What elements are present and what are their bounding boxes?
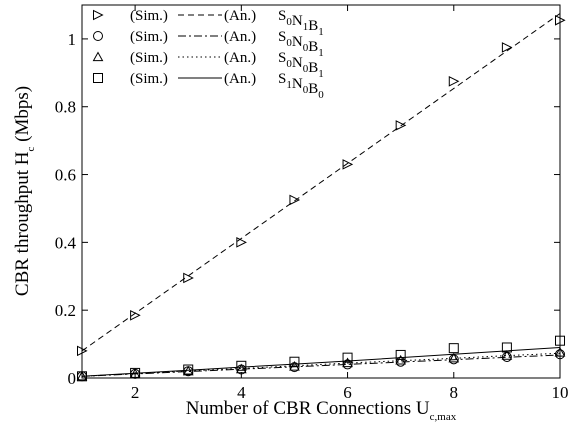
sim-point-series-4 <box>236 360 247 371</box>
sim-point-series-4 <box>130 367 141 378</box>
sim-point-series-4 <box>501 342 512 353</box>
sim-point-series-1 <box>395 120 407 131</box>
legend-name-4: S1N0B0 <box>278 71 324 101</box>
x-axis-label-main: Number of CBR Connections U <box>186 398 430 419</box>
x-tick-label: 8 <box>450 383 459 402</box>
sim-point-series-4 <box>342 352 353 363</box>
analytic-line-series-1 <box>81 13 561 352</box>
legend-name-subscript: 0 <box>303 63 309 75</box>
legend-name-subscript: 0 <box>303 84 309 96</box>
legend-name-letter: S <box>278 50 286 66</box>
sim-point-series-3 <box>448 352 460 363</box>
legend-name-subscript: 0 <box>286 58 292 70</box>
sim-point-series-3 <box>182 365 194 376</box>
y-tick-label: 0.4 <box>55 233 77 252</box>
legend-name-2: S0N0B1 <box>278 29 324 59</box>
legend-marker-2 <box>93 31 103 41</box>
legend-name-letter: N <box>292 13 303 29</box>
legend-name-subscript: 0 <box>303 42 309 54</box>
y-tick-label: 0 <box>68 369 77 388</box>
analytic-line-series-4 <box>81 346 561 377</box>
legend-an-label-1: (An.) <box>224 8 256 24</box>
legend-name-3: S0N0B1 <box>278 50 324 80</box>
legend-name-subscript: 0 <box>286 37 292 49</box>
sim-point-series-4 <box>395 349 406 360</box>
legend-marker-3 <box>92 51 104 62</box>
legend-an-label-4: (An.) <box>224 71 256 87</box>
legend-name-subscript: 0 <box>286 16 292 28</box>
legend-marker-4 <box>93 73 103 83</box>
sim-point-series-2 <box>555 349 565 360</box>
sim-point-series-2 <box>395 356 406 367</box>
y-tick-label: 0.6 <box>55 166 76 185</box>
legend: (Sim.) (An.) S0N1B1(Sim.) (An.) S0N0B1(Sim.)… <box>92 8 324 101</box>
analytic-line-series-3 <box>81 352 561 377</box>
sim-point-series-1 <box>289 194 301 206</box>
x-axis-label: Number of CBR Connections Uc,max <box>186 398 457 423</box>
sim-point-series-1 <box>236 237 247 248</box>
legend-an-label-2: (An.) <box>224 29 256 45</box>
legend-name-letter: B <box>308 18 318 34</box>
legend-name-subscript: 1 <box>318 26 324 38</box>
x-axis-label-sub: c,max <box>430 411 457 423</box>
y-tick-label: 0.2 <box>55 301 76 320</box>
y-axis-label-sub: c <box>25 146 37 151</box>
sim-point-series-3 <box>554 347 566 357</box>
legend-sim-label-2: (Sim.) <box>130 29 168 45</box>
sim-point-series-1 <box>77 345 88 357</box>
sim-point-series-1 <box>448 75 460 87</box>
legend-marker-1 <box>93 9 104 21</box>
legend-sim-label-3: (Sim.) <box>130 50 168 66</box>
legend-name-subscript: 1 <box>286 79 292 91</box>
legend-an-label-3: (An.) <box>224 50 256 66</box>
sim-point-series-1 <box>183 272 194 284</box>
legend-name-subscript: 1 <box>303 21 309 33</box>
sim-point-series-4 <box>183 364 194 375</box>
sim-point-series-1 <box>342 159 354 170</box>
x-tick-label: 6 <box>343 383 352 402</box>
analytic-lines <box>81 13 561 377</box>
sim-point-series-4 <box>77 371 87 382</box>
sim-point-series-4 <box>448 343 459 354</box>
sim-point-series-3 <box>76 370 88 381</box>
sim-point-series-3 <box>235 363 247 374</box>
x-tick-label: 10 <box>552 383 569 402</box>
sim-point-series-1 <box>130 309 141 321</box>
legend-name-1: S0N1B1 <box>278 8 324 38</box>
legend-name-letter: S <box>278 29 286 45</box>
legend-name-letter: B <box>308 60 318 76</box>
x-tick-label: 4 <box>237 383 246 402</box>
x-tick-label: 2 <box>131 383 140 402</box>
y-tick-label: 1 <box>68 30 77 49</box>
legend-name-letter: N <box>292 34 303 50</box>
legend-name-subscript: 1 <box>318 68 324 80</box>
sim-point-series-4 <box>555 335 565 346</box>
sim-point-series-3 <box>501 350 513 360</box>
y-axis-label: CBR throughput Hc (Mbps) <box>12 86 37 296</box>
plot-area <box>81 4 561 379</box>
legend-sim-label-4: (Sim.) <box>130 71 168 87</box>
legend-name-letter: S <box>278 71 286 87</box>
sim-point-series-4 <box>289 356 300 367</box>
y-axis-label-main: CBR throughput H <box>12 151 33 296</box>
legend-name-letter: N <box>292 55 303 71</box>
sim-point-series-2 <box>342 359 353 370</box>
sim-point-series-1 <box>555 14 566 26</box>
legend-name-subscript: 1 <box>318 47 324 59</box>
legend-name-letter: B <box>308 81 318 97</box>
legend-name-subscript: 0 <box>318 89 324 101</box>
legend-name-letter: N <box>292 76 303 92</box>
legend-name-letter: S <box>278 8 286 24</box>
legend-sim-label-1: (Sim.) <box>130 8 168 24</box>
simulation-markers <box>76 14 566 382</box>
sim-point-series-1 <box>501 42 513 53</box>
legend-name-letter: B <box>308 39 318 55</box>
y-tick-label: 0.8 <box>55 98 76 117</box>
y-axis-label-tail: (Mbps) <box>12 86 33 147</box>
